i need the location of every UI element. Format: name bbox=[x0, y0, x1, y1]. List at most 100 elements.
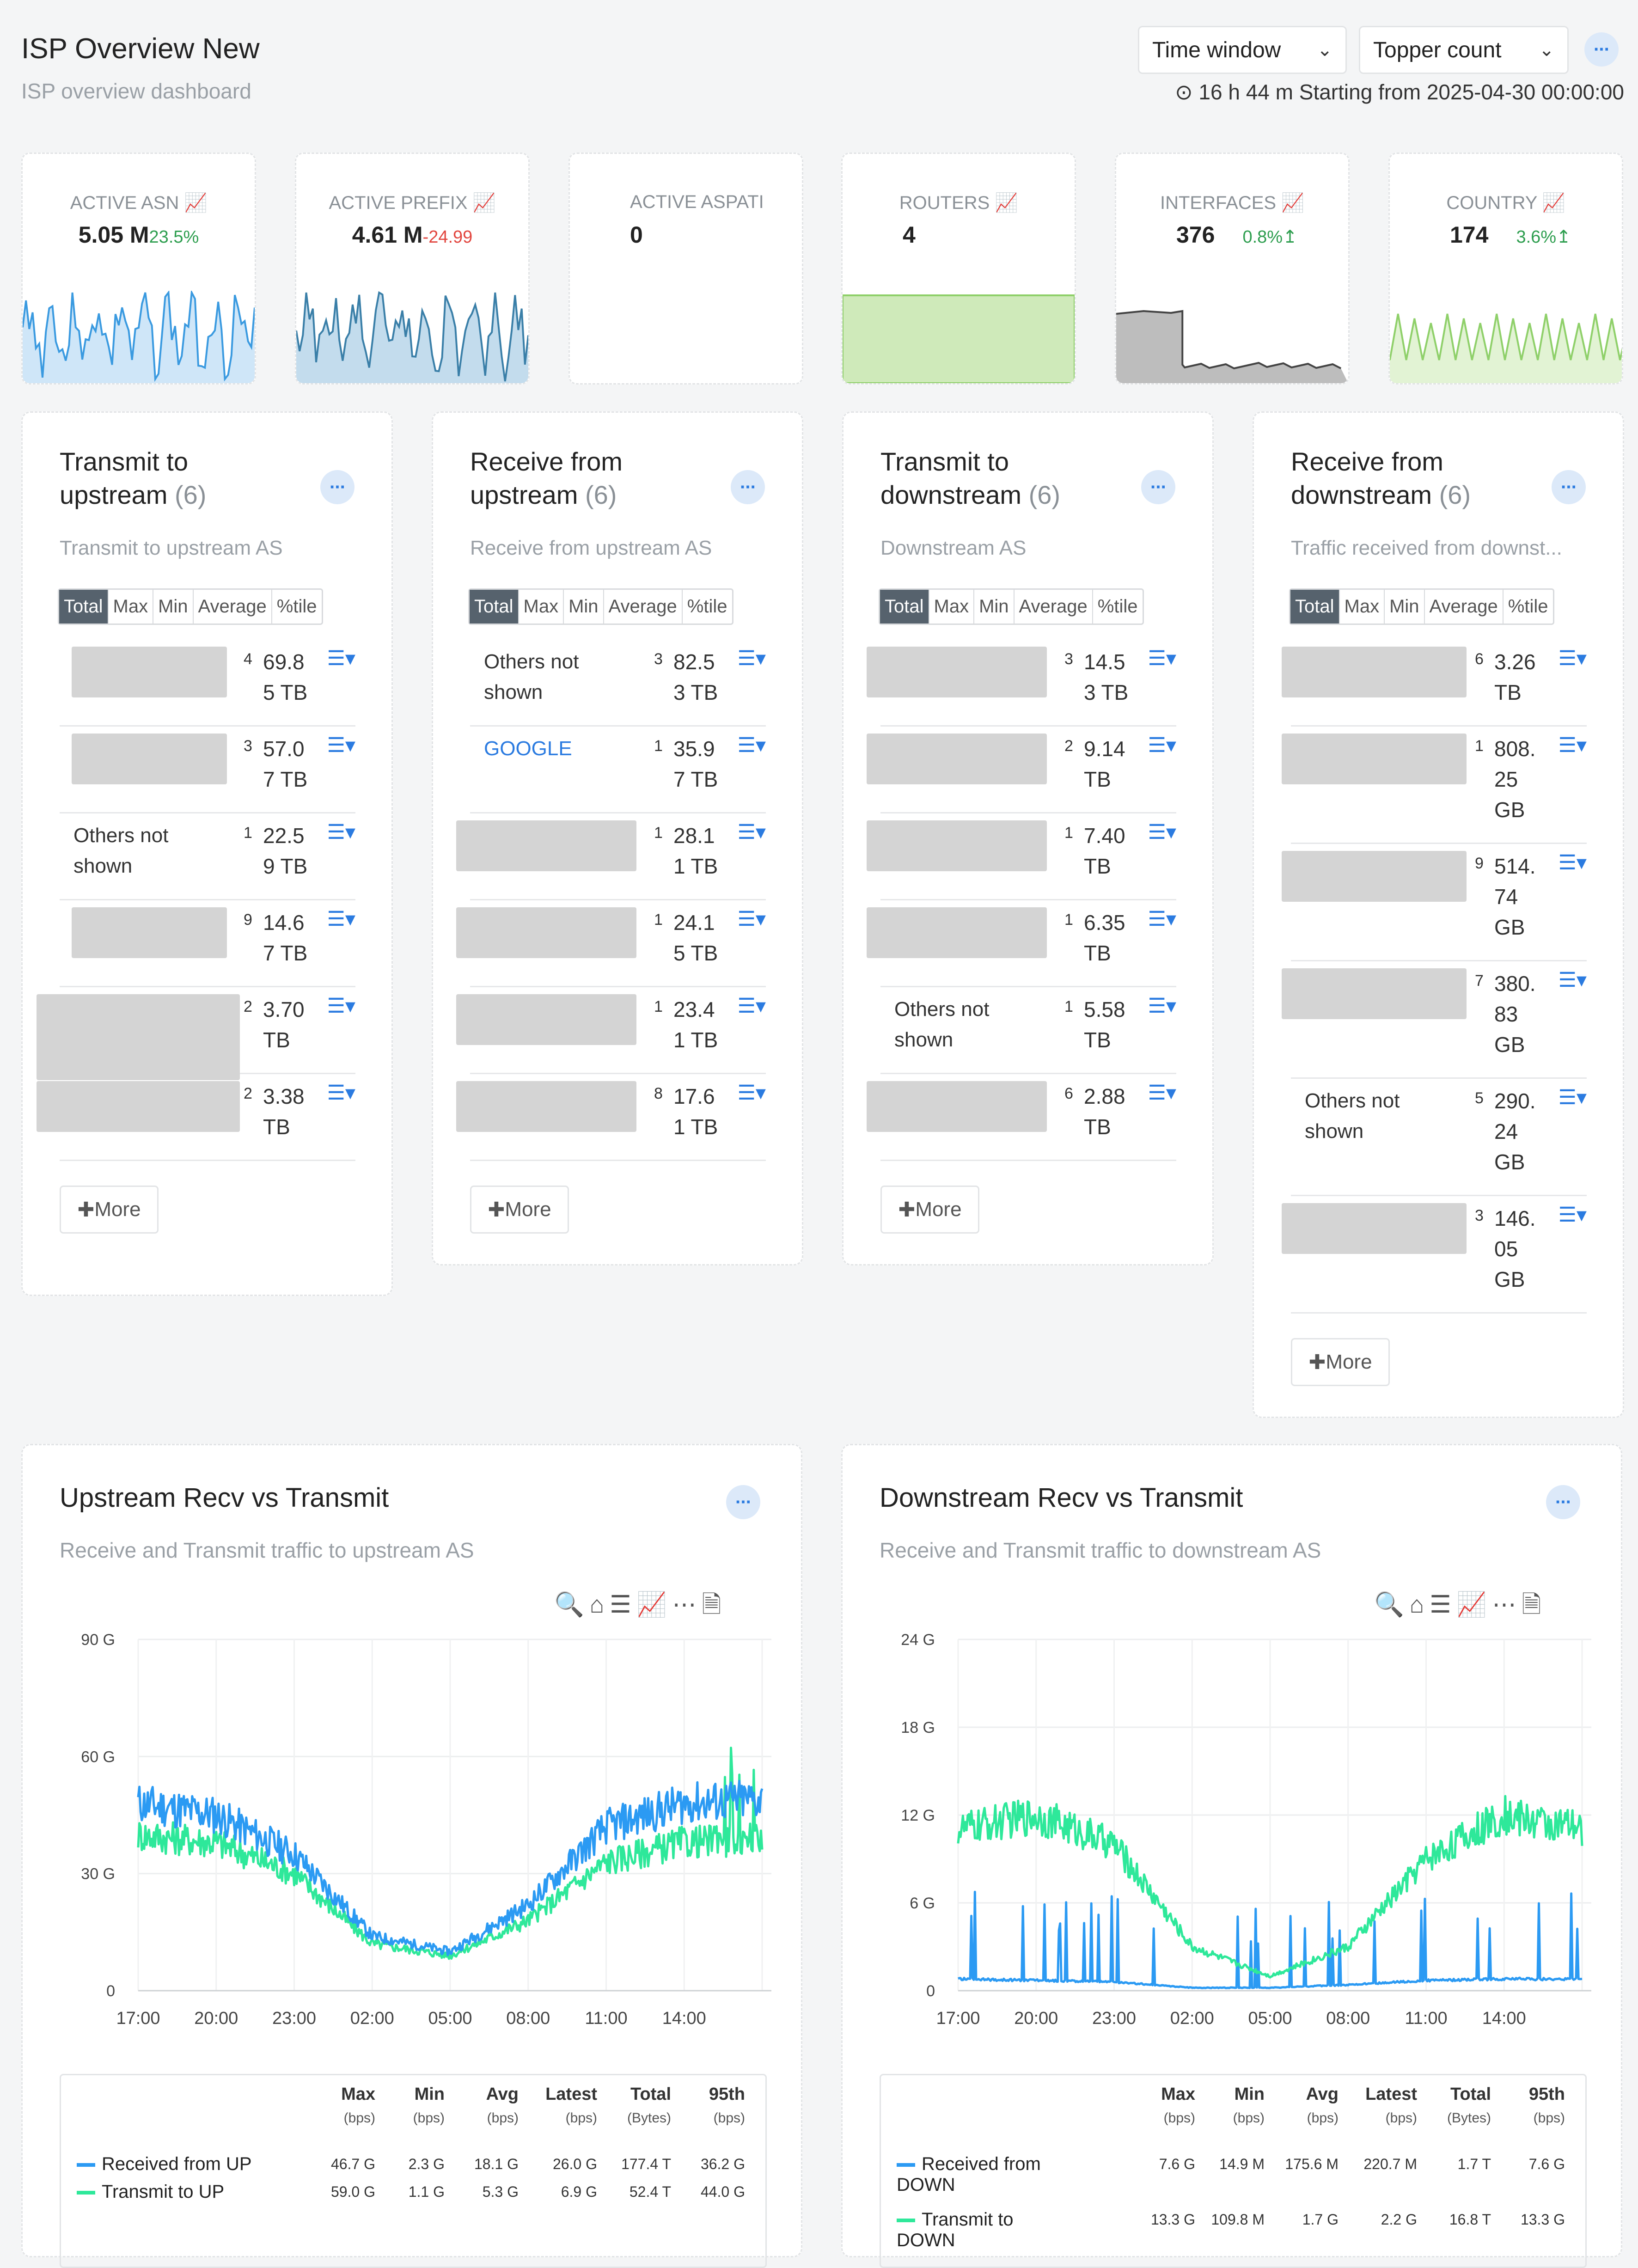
series-line-received-from-up[interactable] bbox=[137, 1779, 764, 1956]
more-button[interactable]: ✚ More bbox=[60, 1186, 159, 1234]
zoom-icon[interactable]: 🔍 bbox=[1374, 1591, 1410, 1618]
list-item[interactable]: 4 69.8 5 TB ☰▾ bbox=[60, 638, 355, 727]
list-item[interactable]: Others not shown 1 5.58 TB ☰▾ bbox=[880, 986, 1176, 1074]
tab-pcttile[interactable]: %tile bbox=[687, 596, 727, 617]
card-options-button[interactable]: ··· bbox=[320, 470, 354, 504]
trend-chart-icon[interactable]: 📈 bbox=[179, 193, 208, 213]
list-item[interactable]: 9 514. 74 GB ☰▾ bbox=[1282, 843, 1587, 961]
list-item[interactable]: Others not shown 5 290. 24 GB ☰▾ bbox=[1291, 1077, 1587, 1196]
list-item[interactable]: Others not shown 1 22.5 9 TB ☰▾ bbox=[60, 812, 355, 900]
time-window-dropdown[interactable]: Time window ⌄ bbox=[1138, 26, 1347, 74]
trend-chart-icon[interactable]: 📈 bbox=[990, 193, 1018, 213]
row-menu-icon[interactable]: ☰▾ bbox=[737, 821, 766, 844]
more-button[interactable]: ✚ More bbox=[1291, 1338, 1390, 1386]
list-item[interactable]: 1 6.35 TB ☰▾ bbox=[867, 899, 1176, 987]
list-item[interactable]: 2 3.38 TB ☰▾ bbox=[37, 1073, 355, 1161]
row-menu-icon[interactable]: ☰▾ bbox=[1148, 995, 1176, 1017]
tab-total[interactable]: Total bbox=[59, 590, 109, 624]
list-item[interactable]: 2 9.14 TB ☰▾ bbox=[867, 725, 1176, 813]
tab-pcttile[interactable]: %tile bbox=[276, 596, 317, 617]
tab-pcttile[interactable]: %tile bbox=[1097, 596, 1138, 617]
list-item[interactable]: 7 380. 83 GB ☰▾ bbox=[1282, 960, 1587, 1079]
row-menu-icon[interactable]: ☰▾ bbox=[737, 647, 766, 670]
list-item[interactable]: 3 57.0 7 TB ☰▾ bbox=[60, 725, 355, 813]
tab-average[interactable]: Average bbox=[604, 590, 683, 624]
card-options-button[interactable]: ··· bbox=[1141, 470, 1175, 504]
row-menu-icon[interactable]: ☰▾ bbox=[1148, 734, 1176, 757]
tab-total[interactable]: Total bbox=[880, 590, 929, 624]
legend-item[interactable]: Transmit to DOWN bbox=[897, 2209, 1014, 2250]
card-options-button[interactable]: ··· bbox=[731, 470, 765, 504]
row-menu-icon[interactable]: ☰▾ bbox=[737, 734, 766, 757]
more-button[interactable]: ✚ More bbox=[880, 1186, 979, 1234]
row-menu-icon[interactable]: ☰▾ bbox=[1148, 821, 1176, 844]
zoom-icon[interactable]: 🔍 bbox=[554, 1591, 590, 1618]
tab-min[interactable]: Min bbox=[564, 590, 604, 624]
row-menu-icon[interactable]: ☰▾ bbox=[327, 647, 355, 670]
row-menu-icon[interactable]: ☰▾ bbox=[737, 1082, 766, 1104]
trend-chart-icon[interactable]: 📈 bbox=[467, 193, 496, 213]
row-menu-icon[interactable]: ☰▾ bbox=[327, 995, 355, 1017]
tab-total[interactable]: Total bbox=[470, 590, 519, 624]
list-item[interactable]: 1 23.4 1 TB ☰▾ bbox=[456, 986, 766, 1074]
row-menu-icon[interactable]: ☰▾ bbox=[1148, 908, 1176, 930]
series-line-transmit-to-down[interactable] bbox=[957, 1795, 1583, 1979]
home-icon[interactable]: ⌂ bbox=[589, 1591, 610, 1618]
pdf-icon[interactable]: 🗎 bbox=[702, 1591, 727, 1618]
legend-item[interactable]: Transmit to UP bbox=[77, 2182, 252, 2202]
tab-average[interactable]: Average bbox=[1425, 590, 1504, 624]
trend-chart-icon[interactable]: 📈 bbox=[1276, 193, 1305, 213]
tab-max[interactable]: Max bbox=[519, 590, 564, 624]
item-name[interactable]: GOOGLE bbox=[484, 737, 572, 760]
pdf-icon[interactable]: 🗎 bbox=[1522, 1591, 1547, 1618]
tab-min[interactable]: Min bbox=[153, 590, 194, 624]
line-chart-icon[interactable]: 📈 bbox=[636, 1591, 672, 1618]
row-menu-icon[interactable]: ☰▾ bbox=[327, 734, 355, 757]
trend-chart-icon[interactable]: 📈 bbox=[1537, 193, 1565, 213]
list-item[interactable]: 3 146. 05 GB ☰▾ bbox=[1282, 1195, 1587, 1314]
line-chart-icon[interactable]: 📈 bbox=[1456, 1591, 1492, 1618]
row-menu-icon[interactable]: ☰▾ bbox=[1148, 647, 1176, 670]
tab-max[interactable]: Max bbox=[929, 590, 975, 624]
row-menu-icon[interactable]: ☰▾ bbox=[327, 1082, 355, 1104]
chart-options-button[interactable]: ··· bbox=[726, 1485, 760, 1519]
row-menu-icon[interactable]: ☰▾ bbox=[327, 821, 355, 844]
row-menu-icon[interactable]: ☰▾ bbox=[1558, 851, 1587, 874]
dashboard-options-button[interactable]: ··· bbox=[1584, 32, 1619, 67]
row-menu-icon[interactable]: ☰▾ bbox=[1148, 1082, 1176, 1104]
more-icon[interactable]: ⋯ bbox=[672, 1591, 702, 1618]
list-item[interactable]: 3 14.5 3 TB ☰▾ bbox=[867, 638, 1176, 727]
list-item[interactable]: Others not shown 3 82.5 3 TB ☰▾ bbox=[470, 638, 766, 727]
legend-item[interactable]: Received from UP bbox=[77, 2154, 252, 2175]
tab-max[interactable]: Max bbox=[109, 590, 154, 624]
home-icon[interactable]: ⌂ bbox=[1409, 1591, 1430, 1618]
list-item[interactable]: 1 24.1 5 TB ☰▾ bbox=[456, 899, 766, 987]
card-options-button[interactable]: ··· bbox=[1552, 470, 1586, 504]
row-menu-icon[interactable]: ☰▾ bbox=[1558, 734, 1587, 757]
row-menu-icon[interactable]: ☰▾ bbox=[1558, 1204, 1587, 1226]
series-line-received-from-down[interactable] bbox=[958, 1890, 1583, 1989]
tab-pcttile[interactable]: %tile bbox=[1508, 596, 1548, 617]
row-menu-icon[interactable]: ☰▾ bbox=[1558, 1086, 1587, 1109]
topper-count-dropdown[interactable]: Topper count ⌄ bbox=[1359, 26, 1569, 74]
list-item[interactable]: 1 808. 25 GB ☰▾ bbox=[1282, 725, 1587, 844]
row-menu-icon[interactable]: ☰▾ bbox=[1558, 647, 1587, 670]
list-item[interactable]: 8 17.6 1 TB ☰▾ bbox=[456, 1073, 766, 1161]
list-item[interactable]: 6 2.88 TB ☰▾ bbox=[867, 1073, 1176, 1161]
tab-average[interactable]: Average bbox=[1015, 590, 1093, 624]
menu-icon[interactable]: ☰ bbox=[610, 1591, 637, 1618]
list-item[interactable]: GOOGLE 1 35.9 7 TB ☰▾ bbox=[470, 725, 766, 813]
menu-icon[interactable]: ☰ bbox=[1430, 1591, 1457, 1618]
more-icon[interactable]: ⋯ bbox=[1492, 1591, 1522, 1618]
legend-item[interactable]: Received from DOWN bbox=[897, 2154, 1041, 2195]
tab-min[interactable]: Min bbox=[1385, 590, 1425, 624]
chart-options-button[interactable]: ··· bbox=[1546, 1485, 1580, 1519]
row-menu-icon[interactable]: ☰▾ bbox=[737, 995, 766, 1017]
tab-average[interactable]: Average bbox=[194, 590, 272, 624]
row-menu-icon[interactable]: ☰▾ bbox=[1558, 969, 1587, 991]
tab-min[interactable]: Min bbox=[974, 590, 1015, 624]
list-item[interactable]: 2 3.70 TB ☰▾ bbox=[37, 986, 355, 1080]
more-button[interactable]: ✚ More bbox=[470, 1186, 569, 1234]
line-chart[interactable]: 0 6 G 12 G 18 G 24 G 17:00 20:00 23:00 02:00 05:0… bbox=[861, 1630, 1601, 2028]
list-item[interactable]: 6 3.26 TB ☰▾ bbox=[1282, 638, 1587, 727]
